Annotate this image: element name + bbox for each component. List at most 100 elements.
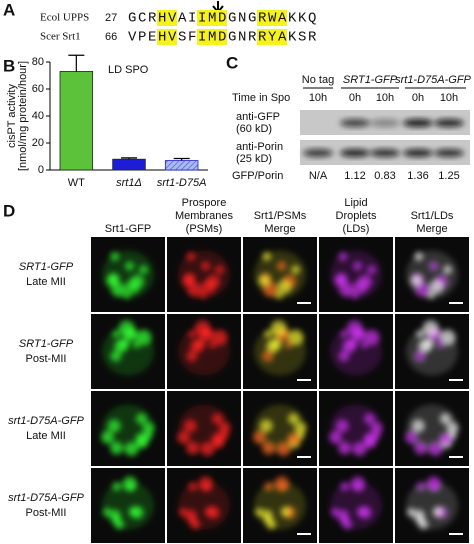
- spot: [112, 481, 121, 491]
- cell: [330, 320, 382, 376]
- bar: [164, 160, 199, 171]
- spot: [204, 506, 216, 518]
- spot: [110, 441, 123, 455]
- column-header: Prospore: [182, 197, 227, 209]
- spot: [410, 274, 423, 287]
- spot: [446, 422, 459, 435]
- sequence-name: Ecol UPPS: [40, 12, 89, 24]
- group-header: srt1-D75A-GFP: [395, 74, 471, 86]
- scale-bar: [449, 379, 463, 381]
- spot: [177, 430, 190, 444]
- sequence-segment: HV: [158, 30, 178, 46]
- y-tick-label: 20: [32, 137, 44, 149]
- spot: [110, 251, 120, 261]
- sequence-segment: KSR: [288, 30, 318, 46]
- blot-band: [340, 119, 370, 127]
- spot: [356, 506, 368, 518]
- spot: [288, 329, 304, 346]
- spot: [363, 413, 375, 425]
- spot: [346, 338, 358, 350]
- sequence-segment: RWA: [258, 11, 288, 27]
- cell: [406, 476, 458, 530]
- spot: [128, 506, 140, 518]
- highlight: [197, 29, 227, 45]
- y-axis-label: [nmol/mg protein/hour]: [17, 61, 29, 171]
- sequence-start: 27: [105, 12, 117, 24]
- spot: [274, 476, 290, 492]
- cell: [253, 404, 307, 457]
- cell: [406, 250, 458, 300]
- spot: [287, 413, 299, 425]
- spot: [350, 476, 366, 492]
- spot: [337, 509, 349, 521]
- blot-band: [303, 149, 333, 157]
- cell: [330, 250, 382, 300]
- spot: [132, 341, 141, 349]
- cell: [406, 320, 458, 376]
- spot: [122, 476, 138, 492]
- highlight: [157, 29, 177, 45]
- spot: [351, 291, 359, 300]
- spot: [264, 481, 273, 491]
- spot: [426, 476, 442, 492]
- blot-band: [434, 119, 464, 127]
- spot: [262, 251, 272, 261]
- spot: [107, 419, 121, 433]
- cell: [178, 320, 230, 376]
- spot: [211, 432, 225, 446]
- spot: [199, 291, 207, 300]
- blot-band: [403, 149, 433, 157]
- spot: [367, 265, 377, 275]
- ratio: 1.36: [407, 170, 428, 182]
- cell: [405, 404, 459, 457]
- scale-bar: [449, 456, 463, 458]
- panel-label: D: [3, 201, 15, 220]
- spot: [427, 291, 435, 300]
- spot: [215, 265, 225, 275]
- spot: [353, 261, 363, 271]
- spot: [182, 274, 195, 287]
- spot: [284, 341, 293, 349]
- column-header: Merge: [416, 223, 447, 235]
- row-label: Late MII: [26, 430, 66, 442]
- group-header: SRT1-GFP: [343, 74, 398, 86]
- spot: [110, 350, 122, 362]
- spot: [136, 329, 152, 346]
- ratio: 1.25: [438, 170, 459, 182]
- panel-label: A: [3, 0, 15, 19]
- scale-bar: [297, 533, 311, 535]
- spot: [335, 419, 349, 433]
- spot: [106, 274, 119, 287]
- spot: [270, 320, 287, 337]
- spot: [422, 338, 434, 350]
- scale-bar: [297, 456, 311, 458]
- highlight: [157, 10, 177, 26]
- spot: [338, 350, 350, 362]
- spot: [440, 329, 456, 346]
- column-header: Srt1/LDs: [411, 210, 454, 222]
- panel-label: B: [3, 56, 15, 75]
- y-axis-label: cisPT activity: [6, 84, 18, 148]
- spot: [432, 506, 444, 518]
- column-header: (PSMs): [186, 223, 223, 235]
- spot: [125, 261, 135, 271]
- time-label: Time in Spo: [232, 92, 290, 104]
- column-header: Membranes: [175, 210, 234, 222]
- time: 10h: [440, 92, 458, 104]
- spot: [287, 432, 301, 446]
- spot: [275, 291, 283, 300]
- spot: [118, 320, 135, 337]
- column-header: Merge: [264, 223, 295, 235]
- spot: [415, 282, 430, 297]
- spot: [353, 279, 368, 294]
- column-header: Lipid: [344, 197, 367, 209]
- spot: [280, 506, 292, 518]
- spot: [102, 507, 112, 517]
- x-tick-label: srt1Δ: [116, 177, 142, 189]
- ratio: 1.12: [344, 170, 365, 182]
- spot: [262, 350, 274, 362]
- spot: [186, 251, 196, 261]
- spot: [422, 320, 439, 337]
- cell: [329, 404, 383, 457]
- spot: [370, 422, 383, 435]
